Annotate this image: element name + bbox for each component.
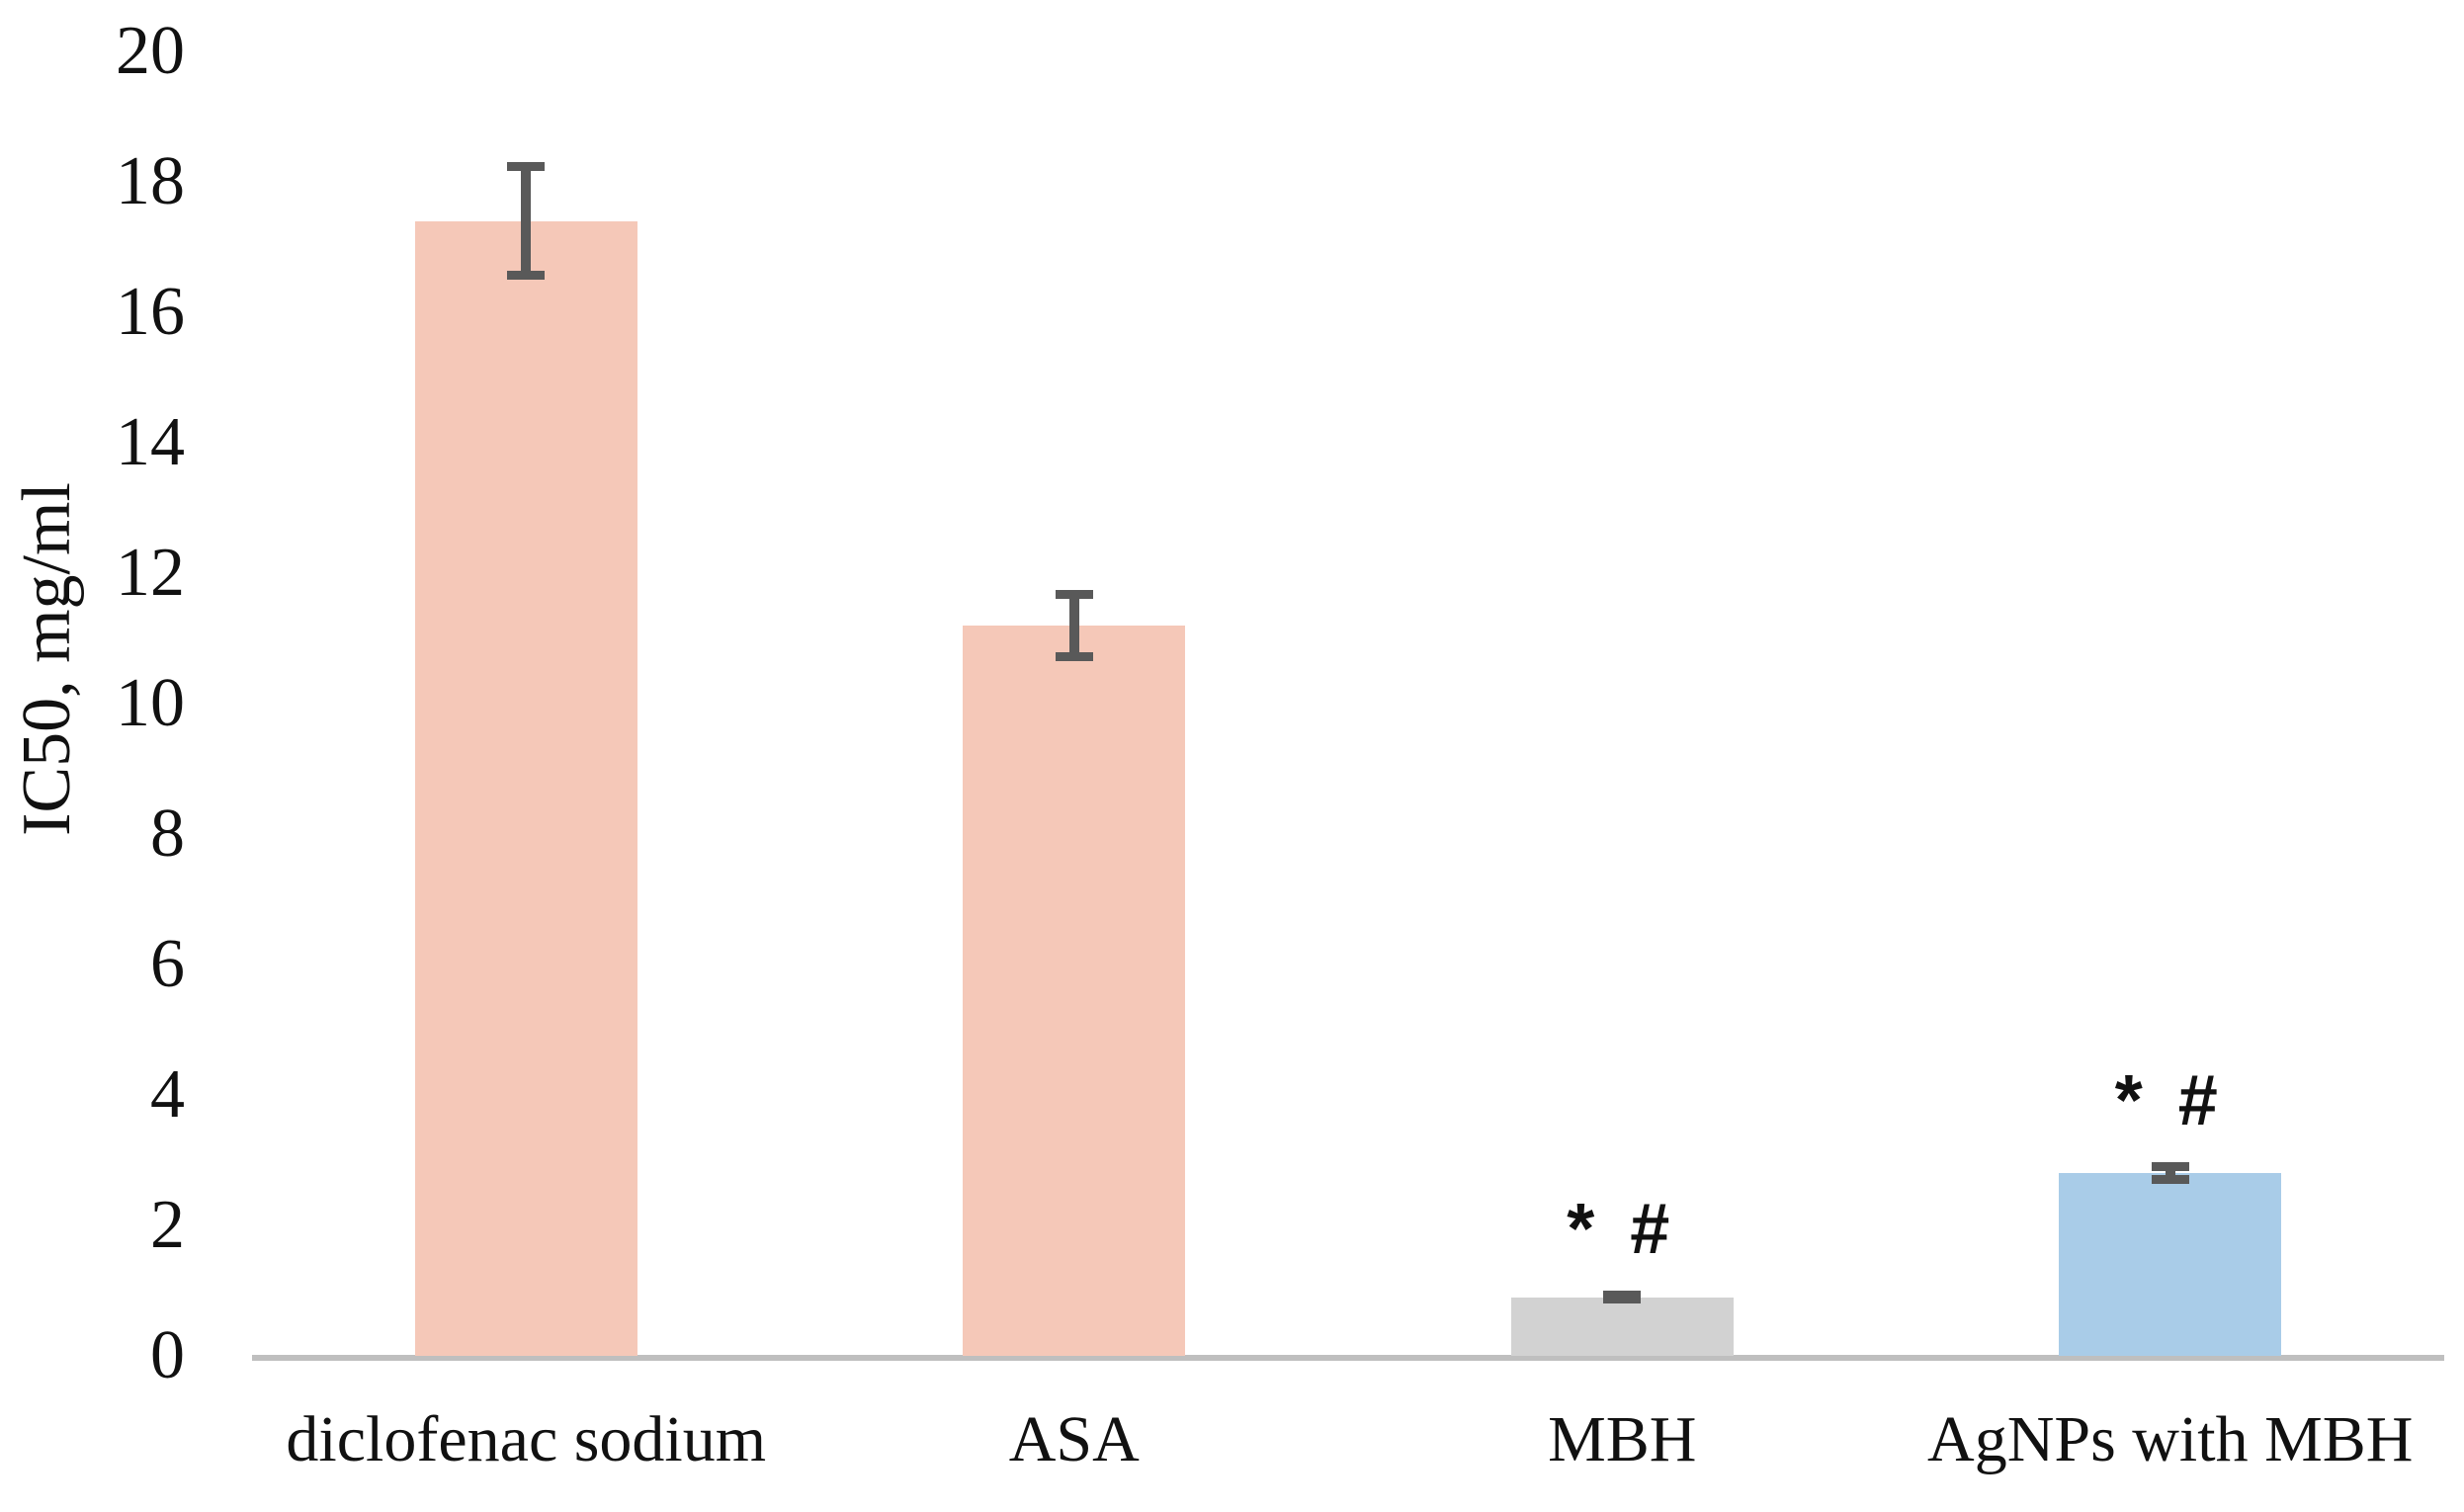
- x-category-label: AgNPs with MBH: [1927, 1403, 2414, 1475]
- x-category-label: diclofenac sodium: [286, 1403, 767, 1475]
- x-category-label: MBH: [1548, 1403, 1697, 1475]
- error-bar: [507, 162, 546, 172]
- y-tick-label: 10: [116, 665, 185, 741]
- error-bar: [1603, 1295, 1642, 1304]
- error-bar: [521, 162, 532, 280]
- y-tick-label: 12: [116, 535, 185, 611]
- bar-agnps-with-mbh: [2059, 1173, 2282, 1356]
- y-tick-label: 0: [150, 1317, 185, 1393]
- x-category-label: ASA: [1008, 1403, 1140, 1475]
- y-tick-label: 2: [150, 1187, 185, 1263]
- x-axis-line: [252, 1355, 2444, 1361]
- y-tick-label: 8: [150, 796, 185, 872]
- y-tick-label: 6: [150, 926, 185, 1002]
- bar-diclofenac-sodium: [414, 220, 637, 1356]
- y-tick-label: 14: [116, 404, 185, 480]
- error-bar: [507, 271, 546, 280]
- error-bar: [1055, 589, 1093, 599]
- y-tick-label: 4: [150, 1056, 185, 1133]
- bar-asa: [963, 625, 1186, 1356]
- error-bar: [2151, 1175, 2189, 1185]
- bar-mbh: [1510, 1297, 1734, 1356]
- y-tick-label: 16: [116, 274, 185, 350]
- significance-annotation: * #: [2114, 1060, 2226, 1140]
- error-bar: [1055, 652, 1093, 662]
- error-bar: [2151, 1161, 2189, 1171]
- significance-annotation: * #: [1567, 1190, 1678, 1269]
- error-bar: [2165, 1161, 2175, 1185]
- y-tick-label: 20: [116, 13, 185, 89]
- error-bar: [1068, 589, 1079, 662]
- y-tick-label: 18: [116, 143, 185, 219]
